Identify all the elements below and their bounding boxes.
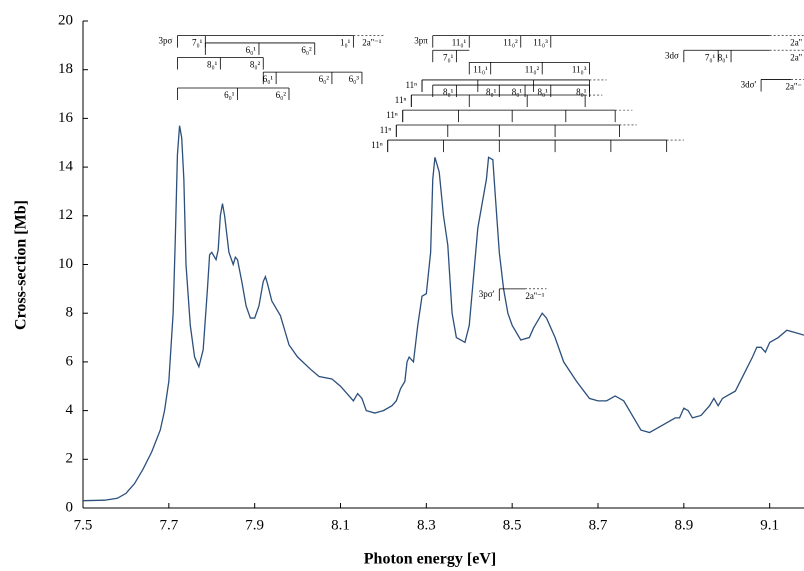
x-axis-title: Photon energy [eV]	[364, 551, 496, 568]
progression-end-label: 2a''	[790, 38, 802, 48]
progression-end-label: 2a''⁻¹	[525, 291, 544, 301]
assignment-label: 7₀¹	[705, 52, 716, 62]
assignment-label: 11₀¹	[473, 64, 488, 74]
assignment-label: 6₀¹	[224, 90, 235, 100]
assignment-label: 11₀³	[533, 38, 548, 48]
y-tick-label: 0	[66, 499, 74, 515]
y-tick-label: 10	[58, 256, 73, 272]
progression-end-label: 2a''⁻	[786, 82, 803, 92]
x-tick-label: 8.1	[331, 517, 350, 533]
assignment-label: 7₀¹	[192, 38, 203, 48]
assignment-label: 7₀¹	[443, 52, 454, 62]
y-tick-label: 20	[58, 12, 73, 28]
assignment-label: 6₀³	[349, 74, 360, 84]
x-tick-label: 7.7	[159, 517, 178, 533]
y-tick-label: 12	[58, 207, 73, 223]
assignment-label: 1₀¹	[340, 38, 351, 48]
progression-label: 11ⁿ	[386, 110, 398, 120]
assignment-label: 6₀²	[276, 90, 287, 100]
spectrum-line	[82, 125, 804, 502]
progression-label: 11ⁿ	[406, 80, 418, 90]
assignment-label: 11₀²	[503, 38, 518, 48]
assignment-label: 6₀¹	[263, 74, 274, 84]
y-tick-label: 14	[58, 159, 74, 175]
progression-end-label: 2a''	[790, 52, 802, 62]
assignment-label: 8₀¹	[537, 87, 548, 97]
assignment-label: 11₀³	[572, 64, 587, 74]
progression-label: 11ⁿ	[371, 140, 383, 150]
y-tick-label: 8	[66, 305, 74, 321]
y-tick-label: 2	[66, 451, 74, 467]
assignment-label: 6₀¹	[246, 45, 257, 55]
y-tick-label: 6	[66, 353, 74, 369]
assignment-label: 8₀¹	[486, 87, 497, 97]
x-tick-label: 9.1	[760, 517, 779, 533]
x-tick-label: 8.9	[674, 517, 693, 533]
progression-label: 3pσ'	[479, 289, 495, 299]
x-tick-label: 8.3	[417, 517, 436, 533]
assignment-label: 8₀¹	[576, 87, 587, 97]
y-tick-label: 18	[58, 61, 73, 77]
x-tick-label: 7.5	[74, 517, 93, 533]
progression-label: 3pσ	[159, 36, 173, 46]
y-tick-label: 4	[66, 402, 74, 418]
assignment-label: 8₀²	[250, 60, 261, 70]
x-tick-label: 7.9	[245, 517, 264, 533]
assignment-label: 8₀¹	[512, 87, 523, 97]
assignment-label: 11₀¹	[452, 38, 467, 48]
progression-label: 3dσ'	[741, 80, 757, 90]
progression-label: 11ⁿ	[380, 125, 392, 135]
x-tick-label: 8.7	[589, 517, 608, 533]
progression-label: 3pπ	[414, 36, 428, 46]
assignment-label: 6₀²	[301, 45, 312, 55]
assignment-label: 8₀¹	[207, 60, 218, 70]
assignment-label: 6₀²	[319, 74, 330, 84]
assignment-label: 8₀¹	[718, 52, 729, 62]
y-tick-label: 16	[58, 110, 74, 126]
assignment-label: 11₀²	[525, 64, 540, 74]
progression-label: 3dσ	[665, 50, 679, 60]
y-axis-title: Cross-section [Mb]	[13, 200, 30, 330]
x-tick-label: 8.5	[503, 517, 522, 533]
assignment-label: 8₀¹	[443, 87, 454, 97]
progression-label: 11ⁿ	[395, 95, 407, 105]
progression-end-label: 2a''⁻¹	[362, 38, 381, 48]
